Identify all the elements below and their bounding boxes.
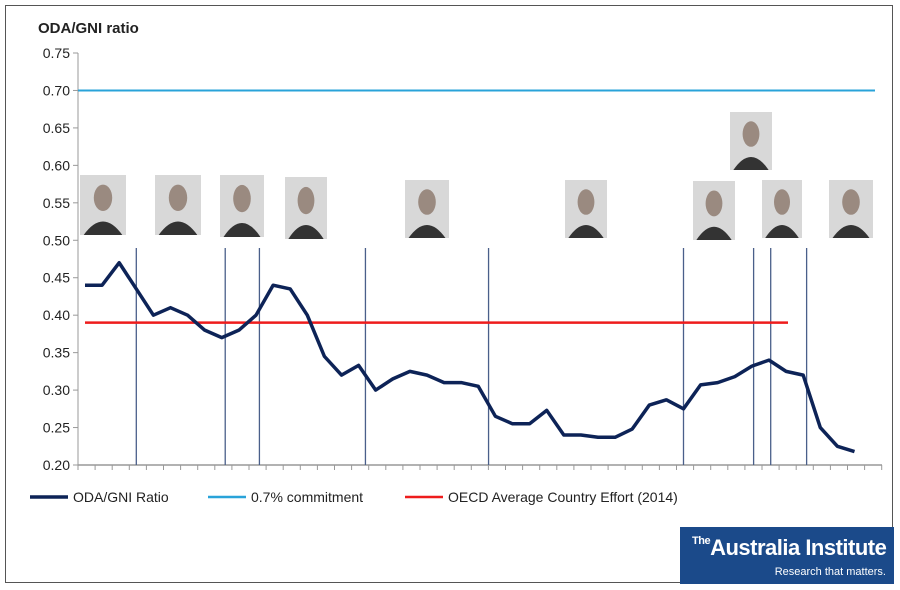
prime-minister-portrait (693, 181, 735, 240)
prime-minister-portrait (565, 180, 607, 238)
portrait-head (418, 189, 436, 215)
y-axis-title: ODA/GNI ratio (38, 20, 139, 37)
prime-minister-portrait (405, 180, 449, 238)
portrait-head (577, 189, 595, 215)
prime-minister-portrait (762, 180, 802, 238)
logo-name: Australia Institute (710, 535, 887, 560)
prime-minister-portrait (220, 175, 264, 237)
logo-the: The (692, 535, 711, 547)
prime-minister-portrait (80, 175, 126, 235)
y-tick-label: 0.75 (43, 45, 70, 61)
portrait-head (168, 184, 188, 211)
portrait-suit (83, 221, 123, 235)
prime-minister-portrait (155, 175, 201, 235)
portrait-suit (408, 224, 446, 238)
portrait-suit (568, 224, 604, 238)
y-tick-label: 0.70 (43, 82, 70, 98)
y-tick-label: 0.20 (43, 457, 70, 473)
y-tick-label: 0.35 (43, 345, 70, 361)
y-tick-label: 0.55 (43, 195, 70, 211)
legend-label: 0.7% commitment (251, 489, 363, 505)
oda-gni-ratio-line (85, 260, 856, 454)
prime-minister-portrait (829, 180, 873, 238)
y-tick-label: 0.65 (43, 120, 70, 136)
legend-label: ODA/GNI Ratio (73, 489, 169, 505)
portrait-suit (733, 156, 769, 170)
prime-minister-portrait (730, 112, 772, 170)
portrait-head (842, 189, 860, 215)
chart-frame (5, 5, 893, 583)
logo-tagline: Research that matters. (774, 566, 886, 578)
portrait-suit (765, 224, 799, 238)
y-tick-label: 0.40 (43, 307, 70, 323)
portrait-head (297, 186, 315, 215)
portrait-head (233, 184, 251, 213)
portrait-suit (223, 223, 261, 237)
y-tick-label: 0.50 (43, 232, 70, 248)
y-tick-label: 0.25 (43, 420, 70, 436)
portrait-suit (696, 226, 732, 240)
portrait-head (774, 189, 790, 215)
australia-institute-logo: TheAustralia Institute Research that mat… (680, 527, 894, 584)
y-tick-label: 0.45 (43, 270, 70, 286)
portrait-head (742, 121, 760, 147)
y-tick-label: 0.60 (43, 157, 70, 173)
prime-minister-portrait (285, 177, 327, 239)
legend-label: OECD Average Country Effort (2014) (448, 489, 678, 505)
portrait-head (705, 190, 723, 217)
portrait-suit (832, 224, 870, 238)
y-tick-label: 0.30 (43, 382, 70, 398)
portrait-suit (288, 225, 324, 239)
portrait-suit (158, 221, 198, 235)
portrait-head (93, 184, 113, 211)
